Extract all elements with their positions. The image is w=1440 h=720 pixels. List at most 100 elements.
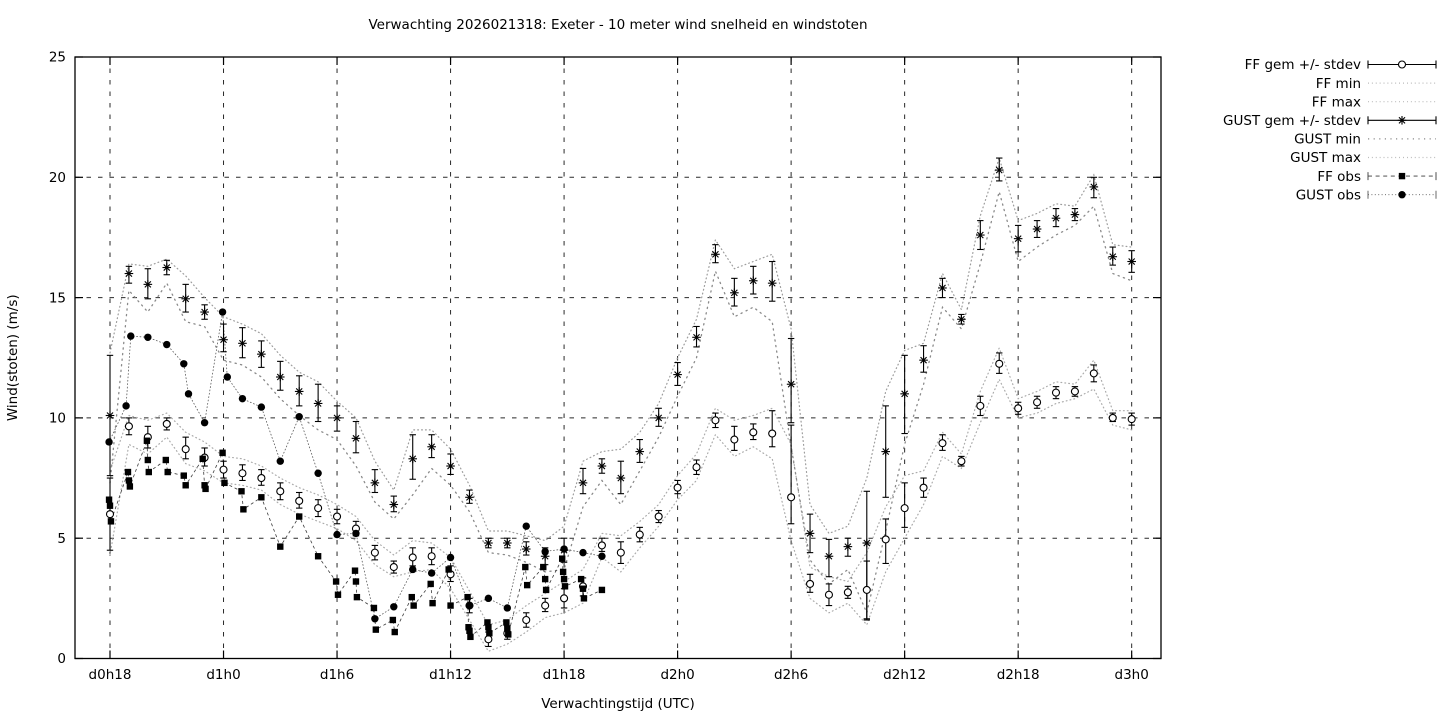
asterisk-marker [636,448,644,456]
asterisk-marker [882,448,890,456]
circle-open-marker [862,585,871,594]
square-marker [561,583,569,590]
circle-filled-marker [314,469,322,477]
square-marker [182,482,189,489]
square-marker [202,485,209,493]
circle-open-marker [1108,413,1117,422]
circle-open-marker [522,615,531,625]
circle-open-marker [957,457,966,466]
legend-label: FF min [1316,76,1361,92]
square-marker [125,477,133,484]
circle-filled-marker [541,547,549,556]
circle-open-marker [408,553,417,562]
square-marker [162,456,170,464]
circle-filled-marker [127,332,135,340]
circle-filled-marker [295,412,303,421]
circle-open-marker [938,439,947,448]
circle-open-marker [276,487,285,496]
circle-filled-marker [218,308,227,316]
circle-open-marker [730,435,739,444]
square-marker [199,455,206,463]
square-marker [370,604,378,612]
legend-item: GUST min [1294,132,1436,148]
square-marker [429,599,436,607]
circle-open-marker [824,590,834,599]
asterisk-marker [522,545,530,553]
square-marker [372,626,380,633]
legend-item: FF max [1312,94,1436,110]
asterisk-marker [674,371,682,379]
circle-open-marker [1127,415,1136,424]
circle-open-marker [1033,398,1042,407]
circle-filled-marker [446,553,455,562]
asterisk-marker [466,493,473,501]
square-marker [219,449,226,456]
square-marker [484,619,491,626]
legend-label: FF obs [1317,169,1361,185]
legend-label: GUST obs [1296,187,1361,203]
x-tick-label: d3h0 [1115,667,1149,683]
circle-open-marker [1051,388,1061,397]
asterisk-marker [503,539,511,547]
asterisk-marker [825,552,833,560]
asterisk-marker [447,462,454,470]
square-marker [558,555,566,562]
circle-open-marker [711,416,720,425]
circle-filled-marker [522,522,530,530]
asterisk-marker [787,380,795,388]
circle-open-marker [1014,404,1023,413]
circle-open-marker [976,401,985,410]
square-marker [164,468,171,476]
asterisk-marker [201,308,209,316]
circle-open-marker [1089,369,1098,378]
circle-open-marker [995,359,1004,368]
square-marker [144,456,152,464]
y-tick-label: 25 [49,50,66,66]
square-marker [542,586,550,594]
square-marker [579,585,587,592]
square-marker [126,483,134,490]
series-ff-obs-line [108,440,603,638]
y-tick-label: 10 [49,411,66,427]
square-marker [296,513,303,520]
circle-open-marker [749,428,758,437]
asterisk-marker [693,333,700,341]
circle-open-marker [219,465,228,474]
plot-border [74,56,1162,660]
envelopes [109,156,1133,653]
square-marker [105,496,113,503]
series-gust-min [109,189,1133,615]
circle-filled-marker [409,565,417,574]
asterisk-marker [939,284,946,292]
square-marker [180,472,187,479]
x-axis-label: Verwachtingstijd (UTC) [541,696,695,712]
circle-open-marker [654,512,663,521]
y-tick-label: 20 [49,170,66,186]
circle-filled-marker [144,333,152,341]
circle-open-marker [805,579,815,588]
x-tick-label: d1h0 [206,667,240,683]
circle-filled-marker [223,373,232,381]
circle-open-marker [314,504,323,513]
square-marker [503,619,510,626]
legend-item: FF gem +/- stdev [1245,57,1437,73]
legend-item: GUST max [1290,150,1436,166]
legend-item: FF min [1316,76,1436,92]
circle-open-marker [635,530,644,539]
circle-filled-marker [184,390,193,398]
square-marker [352,578,360,585]
circle-open-marker [1070,387,1079,396]
asterisk-marker [617,474,625,482]
square-marker [145,468,152,476]
square-marker [598,586,606,594]
asterisk-marker [182,295,190,303]
square-marker [410,602,417,609]
circle-open-marker [881,535,890,544]
square-marker [445,566,452,573]
asterisk-marker [295,388,303,395]
series-gust-max [109,156,1133,542]
circle-filled-marker [333,530,341,539]
series-ff-gem [105,352,1136,648]
circle-open-marker [484,635,493,644]
square-marker [486,630,493,637]
